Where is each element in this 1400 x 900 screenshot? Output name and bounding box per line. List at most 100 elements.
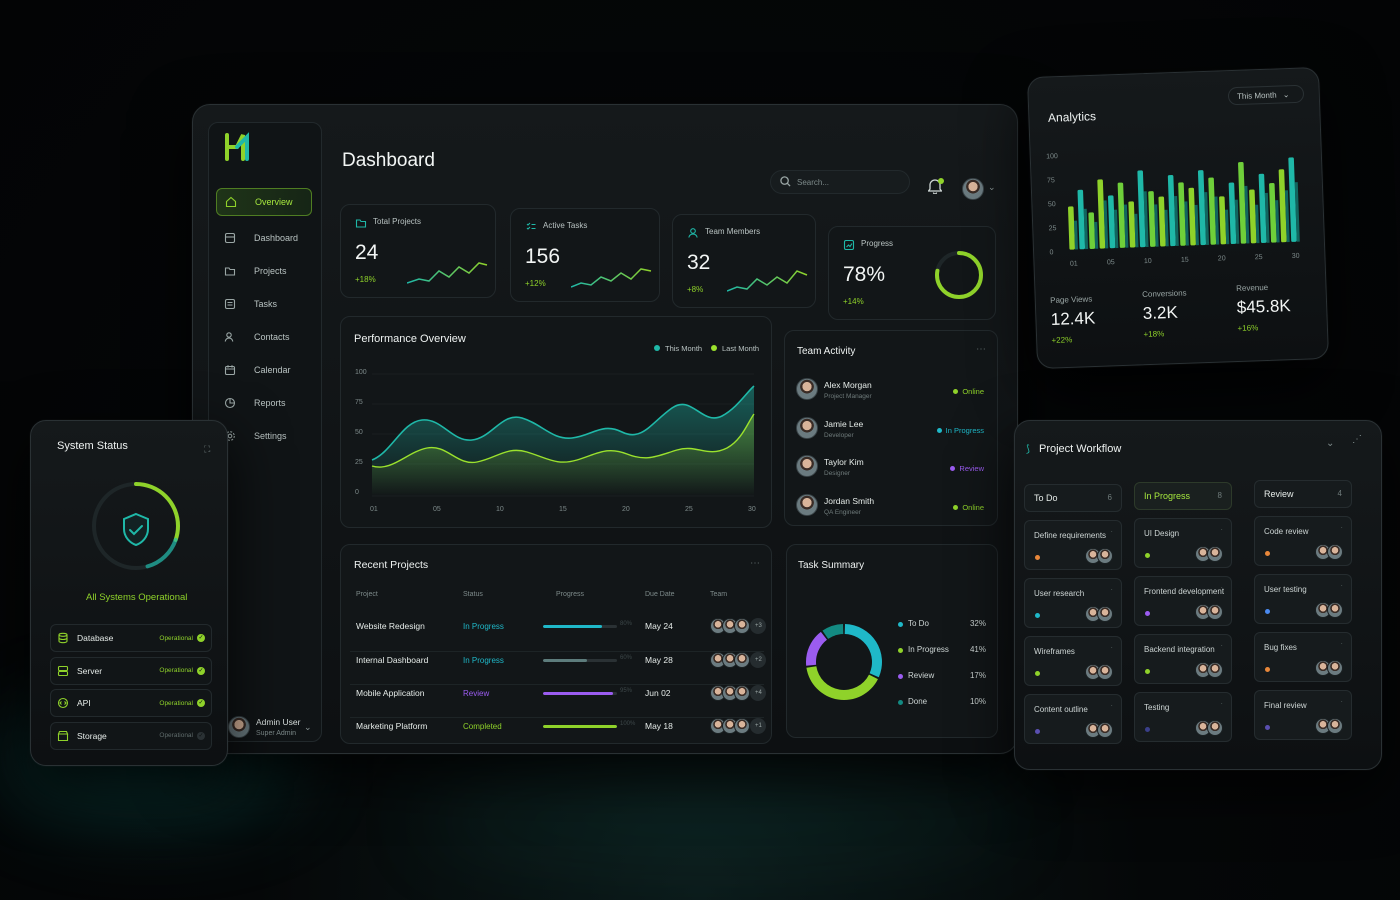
task-menu-icon[interactable]: · (1340, 581, 1343, 590)
chevron-down-icon[interactable]: ⌄ (304, 722, 312, 732)
workflow-task-card[interactable]: Wireframes · (1024, 636, 1122, 686)
workflow-task-card[interactable]: User testing · (1254, 574, 1352, 624)
task-menu-icon[interactable]: · (1110, 643, 1113, 652)
task-menu-icon[interactable]: · (1340, 697, 1343, 706)
task-menu-icon[interactable]: · (1220, 699, 1223, 708)
metric-label: Page Views (1050, 294, 1093, 305)
bar-series-1 (1208, 177, 1217, 245)
bar-series-2 (1284, 190, 1290, 243)
sidebar-item-reports[interactable]: Reports (224, 389, 316, 417)
project-name: Marketing Platform (356, 721, 428, 731)
table-row[interactable]: Internal Dashboard In Progress 60% May 2… (350, 651, 767, 677)
workflow-task-card[interactable]: User research · (1024, 578, 1122, 628)
workflow-column-header[interactable]: To Do 6 (1024, 484, 1122, 512)
user-avatar[interactable] (962, 178, 984, 200)
metric-delta: +18% (1143, 329, 1165, 339)
status-badge: In Progress (463, 622, 504, 631)
y-tick-label: 25 (355, 459, 363, 466)
workflow-collapse-icon[interactable]: ⌄ (1326, 438, 1335, 449)
table-row[interactable]: Website Redesign In Progress 80% May 24 … (350, 618, 767, 644)
x-tick-label: 25 (685, 506, 693, 513)
workflow-task-card[interactable]: Code review · (1254, 516, 1352, 566)
workflow-task-card[interactable]: Backend integration · (1134, 634, 1232, 684)
table-row[interactable]: Marketing Platform Completed 100% May 18… (350, 717, 767, 743)
analytics-filter-dropdown[interactable]: This Month ⌄ (1227, 84, 1305, 106)
analytics-x-tick: 05 (1107, 259, 1115, 266)
service-row-database[interactable]: Database Operational ✓ (50, 624, 212, 652)
task-menu-icon[interactable]: · (1220, 525, 1223, 534)
workflow-task-card[interactable]: Bug fixes · (1254, 632, 1352, 682)
bar-series-1 (1219, 196, 1227, 245)
sidebar-item-label: Projects (254, 266, 287, 276)
task-menu-icon[interactable]: · (1340, 639, 1343, 648)
stat-card-progress[interactable]: Progress 78% +14% (828, 226, 996, 320)
workflow-task-card[interactable]: UI Design · (1134, 518, 1232, 568)
search-input[interactable]: Search... (770, 170, 910, 194)
sidebar-item-calendar[interactable]: Calendar (224, 356, 316, 384)
user-menu-chevron-icon[interactable]: ⌄ (988, 182, 996, 192)
logo[interactable] (224, 132, 254, 164)
metric-delta: +16% (1237, 323, 1259, 333)
column-name: To Do (1034, 493, 1058, 503)
task-title: Content outline (1034, 705, 1088, 714)
bell-icon[interactable] (928, 178, 944, 194)
member-status: Online (953, 503, 984, 512)
bar-series-2 (1275, 200, 1280, 243)
service-row-storage[interactable]: Storage Operational ✓ (50, 721, 212, 750)
assignee-avatars (1315, 544, 1343, 562)
column-count: 8 (1217, 491, 1222, 500)
team-member-row[interactable]: Taylor Kim Designer Review (796, 455, 986, 485)
sidebar-item-dashboard[interactable]: Dashboard (224, 224, 316, 252)
stat-card-total-projects[interactable]: Total Projects 24 +18% (340, 204, 496, 298)
bar-series-2 (1174, 196, 1179, 246)
task-menu-icon[interactable]: · (1110, 585, 1113, 594)
analytics-y-tick: 75 (1047, 177, 1055, 184)
task-title: Frontend development (1144, 587, 1225, 596)
workflow-column-header[interactable]: Review 4 (1254, 480, 1352, 508)
service-row-api[interactable]: API Operational ✓ (50, 689, 212, 717)
analytics-x-tick: 25 (1255, 254, 1263, 261)
member-role: Designer (824, 470, 851, 477)
task-menu-icon[interactable]: · (1220, 583, 1223, 592)
assignee-avatars (1195, 662, 1223, 680)
legend-percent: 10% (969, 697, 986, 706)
system-health-ring (92, 482, 180, 570)
task-menu-icon[interactable]: · (1340, 523, 1343, 532)
task-title: User research (1034, 589, 1085, 598)
metric-value: 3.2K (1142, 302, 1179, 323)
workflow-column-header[interactable]: In Progress 8 (1134, 482, 1232, 510)
workflow-task-card[interactable]: Define requirements · (1024, 520, 1122, 570)
legend-label: To Do (908, 619, 929, 628)
team-member-row[interactable]: Jordan Smith QA Engineer Online (796, 493, 986, 524)
filter-chevron-icon: ⌄ (1282, 90, 1290, 100)
workflow-task-card[interactable]: Frontend development · (1134, 576, 1232, 626)
task-menu-icon[interactable]: · (1220, 641, 1223, 650)
team-member-row[interactable]: Jamie Lee Developer In Progress (796, 416, 986, 447)
sidebar-item-overview[interactable]: Overview (216, 188, 312, 216)
service-row-server[interactable]: Server Operational ✓ (50, 656, 212, 685)
projects-menu-icon[interactable]: ⋯ (750, 558, 760, 569)
bar-series-1 (1278, 169, 1287, 243)
workflow-menu-icon[interactable]: ⋰ (1352, 434, 1362, 445)
sidebar-item-settings[interactable]: Settings (224, 422, 316, 450)
expand-icon[interactable]: ⛶ (204, 444, 211, 454)
sidebar-item-tasks[interactable]: Tasks (224, 290, 316, 318)
task-menu-icon[interactable]: · (1110, 701, 1113, 710)
sidebar-item-contacts[interactable]: Contacts (224, 323, 316, 351)
workflow-task-card[interactable]: Testing · (1134, 692, 1232, 742)
stat-card-active-tasks[interactable]: Active Tasks 156 +12% (510, 208, 660, 302)
workflow-task-card[interactable]: Content outline · (1024, 694, 1122, 744)
priority-dot (1035, 613, 1040, 618)
stat-card-team-members[interactable]: Team Members 32 +8% (672, 214, 816, 308)
task-menu-icon[interactable]: · (1110, 527, 1113, 536)
workflow-task-card[interactable]: Final review · (1254, 690, 1352, 740)
sidebar-item-projects[interactable]: Projects (224, 257, 316, 285)
analytics-x-tick: 20 (1218, 255, 1226, 262)
bar-series-1 (1158, 196, 1166, 247)
admin-avatar[interactable] (228, 716, 250, 738)
bar-series-2 (1094, 221, 1099, 249)
team-member-row[interactable]: Alex Morgan Project Manager Online (796, 378, 986, 408)
team-menu-icon[interactable]: ⋯ (976, 344, 986, 355)
service-status: Operational (159, 634, 193, 642)
table-row[interactable]: Mobile Application Review 95% Jun 02 +4 (350, 684, 767, 710)
